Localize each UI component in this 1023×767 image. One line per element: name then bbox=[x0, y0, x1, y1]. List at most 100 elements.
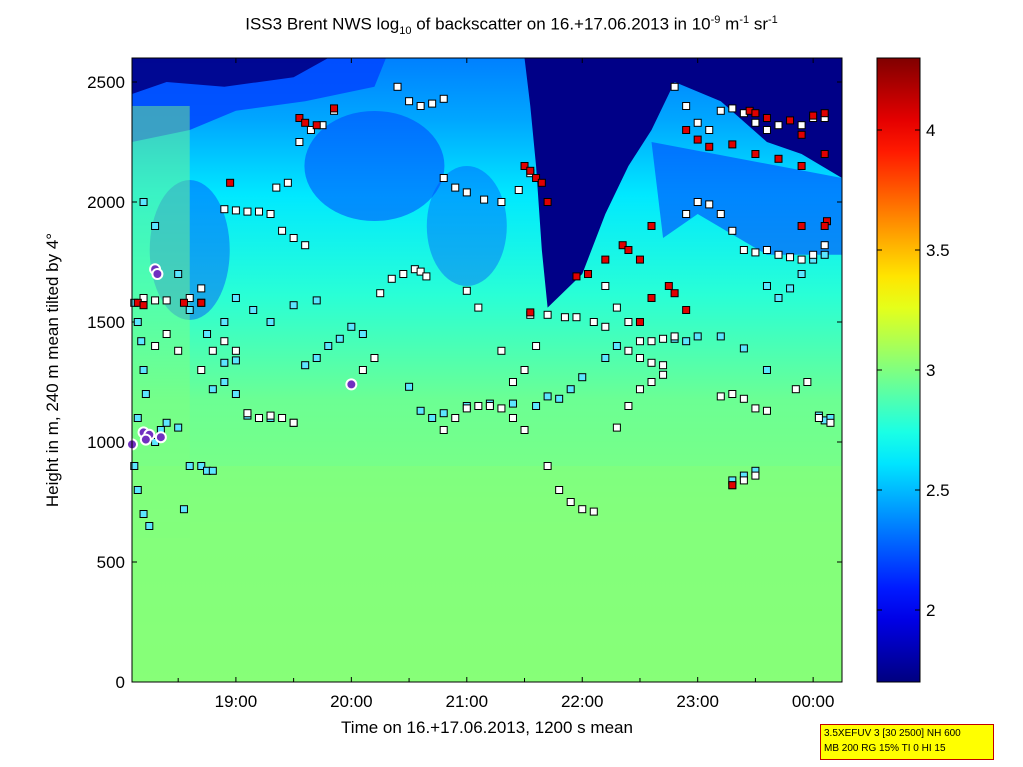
marker-cyan bbox=[405, 382, 414, 391]
marker-red bbox=[670, 289, 679, 298]
marker-purple-dot bbox=[139, 433, 152, 446]
marker-white bbox=[174, 346, 183, 355]
marker-white bbox=[508, 414, 517, 422]
marker-white bbox=[751, 404, 760, 413]
marker-red bbox=[635, 318, 644, 326]
y-tick-label-3: 1500 bbox=[87, 313, 125, 332]
marker-cyan bbox=[301, 361, 310, 370]
marker-cyan bbox=[231, 390, 240, 398]
marker-white bbox=[814, 414, 823, 422]
marker-white bbox=[716, 392, 725, 401]
marker-red bbox=[532, 174, 541, 182]
marker-white bbox=[416, 267, 425, 276]
marker-white bbox=[520, 426, 529, 434]
marker-white bbox=[393, 82, 402, 91]
y-tick-label-4: 2000 bbox=[87, 193, 125, 212]
marker-white bbox=[220, 337, 229, 346]
marker-white bbox=[185, 294, 194, 302]
marker-white bbox=[762, 406, 771, 415]
y-axis-label: Height in m, 240 m mean tilted by 4° bbox=[43, 232, 62, 508]
marker-red bbox=[624, 246, 633, 254]
marker-white bbox=[497, 404, 506, 413]
marker-red bbox=[786, 116, 795, 125]
title-sub: 10 bbox=[399, 25, 412, 38]
marker-red bbox=[330, 104, 339, 113]
marker-cyan bbox=[141, 390, 150, 398]
marker-red bbox=[728, 481, 737, 490]
marker-cyan bbox=[439, 409, 448, 418]
marker-white bbox=[797, 255, 806, 264]
marker-white bbox=[289, 418, 298, 427]
marker-white bbox=[474, 303, 483, 312]
marker-cyan bbox=[682, 337, 691, 346]
marker-white bbox=[762, 126, 771, 134]
marker-white bbox=[555, 486, 564, 494]
marker-white bbox=[254, 207, 263, 216]
marker-white bbox=[635, 337, 644, 346]
colorbar-tick-label-1: 2.5 bbox=[926, 481, 950, 500]
marker-cyan bbox=[543, 392, 552, 401]
marker-red bbox=[526, 166, 535, 175]
marker-red bbox=[728, 140, 737, 149]
marker-white bbox=[439, 426, 448, 434]
marker-cyan bbox=[266, 318, 275, 326]
marker-cyan bbox=[347, 322, 356, 331]
marker-red bbox=[693, 135, 702, 144]
marker-white bbox=[716, 106, 725, 115]
marker-white bbox=[809, 250, 818, 259]
marker-white bbox=[462, 404, 471, 413]
marker-cyan bbox=[174, 423, 183, 432]
marker-white bbox=[693, 118, 702, 127]
marker-white bbox=[612, 303, 621, 312]
marker-white bbox=[220, 205, 229, 214]
marker-red bbox=[179, 298, 188, 307]
marker-red bbox=[647, 222, 656, 230]
marker-white bbox=[786, 253, 795, 262]
marker-white bbox=[514, 186, 523, 194]
marker-red bbox=[139, 301, 148, 310]
marker-white bbox=[416, 102, 425, 110]
marker-white bbox=[705, 200, 714, 209]
x-tick-label-1: 20:00 bbox=[330, 692, 373, 711]
marker-red bbox=[584, 270, 593, 278]
marker-red bbox=[820, 150, 829, 158]
marker-white bbox=[462, 286, 471, 295]
marker-red bbox=[682, 306, 691, 314]
marker-white bbox=[797, 121, 806, 130]
marker-red bbox=[312, 121, 321, 130]
marker-cyan bbox=[762, 366, 771, 374]
heatmap-blue-patch-1 bbox=[304, 111, 445, 221]
marker-white bbox=[601, 282, 610, 290]
x-axis-label: Time on 16.+17.06.2013, 1200 s mean bbox=[341, 718, 633, 737]
marker-white bbox=[151, 342, 160, 350]
marker-red bbox=[705, 142, 714, 151]
marker-cyan bbox=[185, 462, 194, 470]
heatmap-top-dark-right bbox=[524, 58, 842, 308]
marker-white bbox=[670, 332, 679, 341]
marker-white bbox=[370, 354, 379, 362]
marker-cyan bbox=[133, 318, 142, 326]
marker-white bbox=[358, 366, 367, 374]
marker-red bbox=[635, 255, 644, 264]
marker-cyan bbox=[312, 354, 321, 362]
marker-white bbox=[387, 274, 396, 283]
marker-white bbox=[266, 411, 275, 420]
marker-white bbox=[751, 118, 760, 127]
x-tick-label-4: 23:00 bbox=[676, 692, 719, 711]
title-mid: of backscatter on 16.+17.06.2013 in 10 bbox=[411, 14, 711, 34]
marker-red bbox=[647, 294, 656, 302]
marker-white bbox=[774, 250, 783, 259]
marker-white bbox=[151, 296, 160, 305]
marker-white bbox=[589, 507, 598, 516]
marker-white bbox=[278, 226, 287, 235]
marker-red bbox=[572, 272, 581, 281]
marker-white bbox=[405, 97, 414, 106]
marker-white bbox=[197, 366, 206, 374]
marker-red bbox=[774, 154, 783, 163]
marker-cyan bbox=[797, 270, 806, 278]
marker-cyan bbox=[601, 354, 610, 362]
marker-red bbox=[751, 109, 760, 118]
marker-white bbox=[791, 385, 800, 394]
marker-white bbox=[728, 104, 737, 113]
marker-cyan bbox=[197, 462, 206, 470]
